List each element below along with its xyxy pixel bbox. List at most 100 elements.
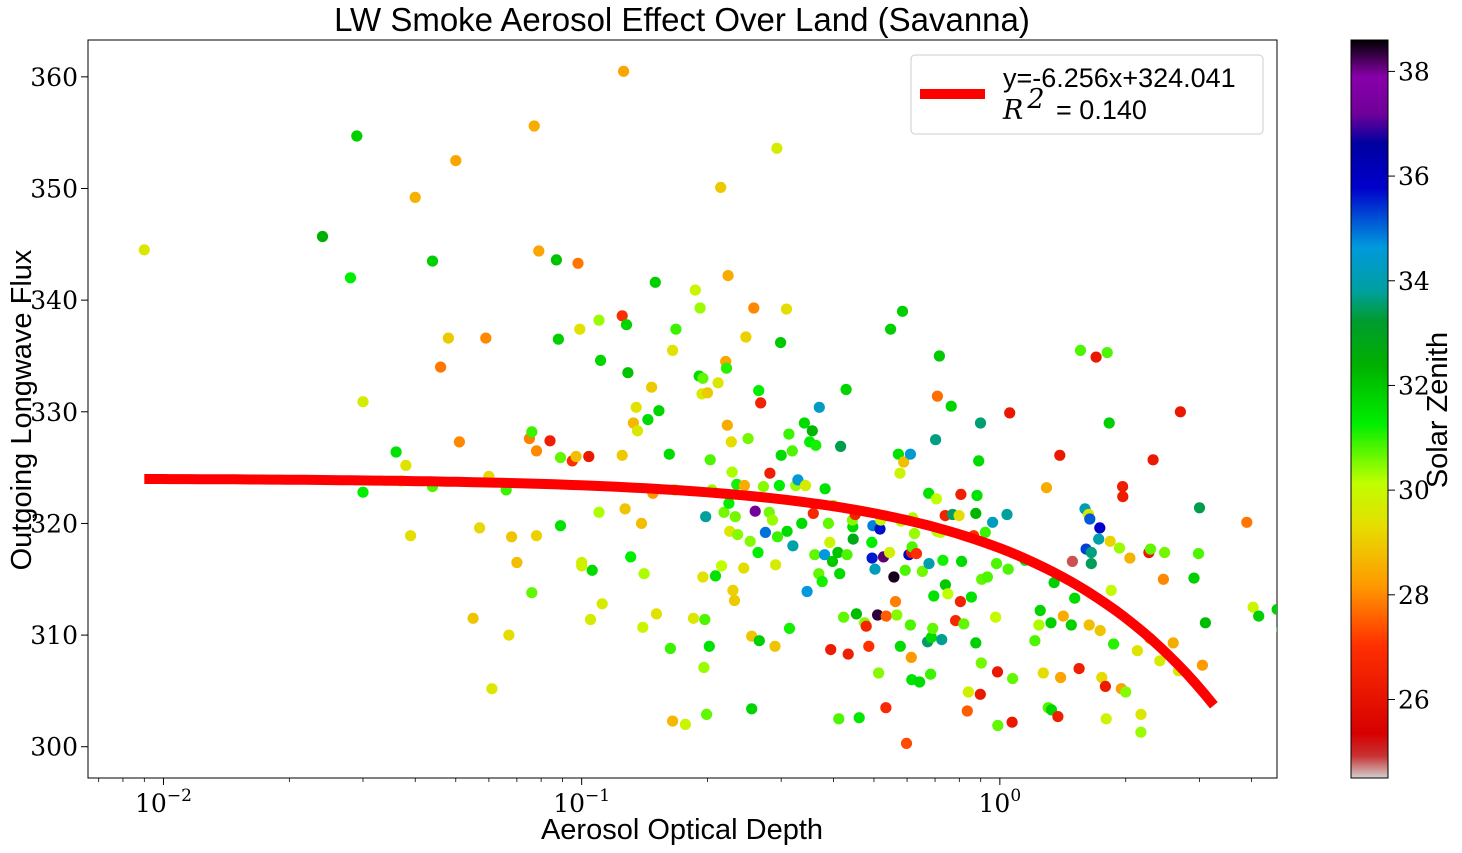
data-point xyxy=(649,276,661,288)
colorbar-tick-label: 30 xyxy=(1398,476,1430,505)
data-point xyxy=(775,449,787,461)
y-tick-label: 360 xyxy=(30,63,78,92)
data-point xyxy=(928,590,940,602)
data-point xyxy=(866,552,878,564)
data-point xyxy=(584,613,597,626)
data-point xyxy=(759,526,772,539)
x-tick-label: 100 xyxy=(979,786,1022,818)
data-point xyxy=(894,640,906,652)
data-point xyxy=(1120,686,1132,698)
data-point xyxy=(799,479,812,492)
data-point xyxy=(616,310,628,322)
data-point xyxy=(904,619,917,631)
data-point xyxy=(764,467,776,479)
data-point xyxy=(653,405,665,417)
data-point xyxy=(1247,601,1259,613)
data-point xyxy=(630,401,642,413)
data-point xyxy=(715,181,727,193)
data-point xyxy=(1157,573,1169,585)
data-point xyxy=(638,568,650,580)
legend-r-superscript: 2 xyxy=(1026,84,1044,115)
data-point xyxy=(832,546,844,559)
data-point xyxy=(650,608,663,620)
data-point xyxy=(726,466,738,478)
colorbar-tick-label: 26 xyxy=(1398,685,1430,714)
data-point xyxy=(953,509,965,522)
data-point xyxy=(351,130,363,142)
data-point xyxy=(813,401,825,413)
data-point xyxy=(718,506,730,518)
data-point xyxy=(945,400,957,412)
data-point xyxy=(622,367,634,379)
data-point xyxy=(586,564,598,576)
data-point xyxy=(1093,533,1105,545)
data-point xyxy=(1147,454,1159,466)
data-point xyxy=(1159,546,1171,559)
data-point xyxy=(786,445,798,457)
data-point xyxy=(891,609,903,621)
y-tick-label: 300 xyxy=(30,733,78,762)
data-point xyxy=(991,666,1004,678)
data-point xyxy=(1199,617,1211,629)
data-point xyxy=(866,536,878,549)
data-point xyxy=(869,563,881,575)
data-point xyxy=(930,434,942,446)
data-point xyxy=(905,651,917,664)
y-tick-label: 350 xyxy=(30,174,78,203)
data-point xyxy=(1271,603,1277,615)
data-point xyxy=(752,546,764,559)
data-point xyxy=(873,667,885,679)
data-point xyxy=(1105,584,1117,597)
chart-title: LW Smoke Aerosol Effect Over Land (Savan… xyxy=(334,1,1030,38)
data-point xyxy=(833,713,845,725)
data-point xyxy=(936,634,948,646)
data-point xyxy=(435,361,447,373)
data-point xyxy=(1040,482,1053,494)
data-point xyxy=(729,511,741,523)
data-point xyxy=(965,591,978,603)
data-point xyxy=(742,433,754,445)
data-point xyxy=(973,455,985,467)
colorbar: 26 28 30 32 34 36 38 Solar Zenith xyxy=(1350,39,1454,779)
data-point xyxy=(595,354,607,366)
data-point xyxy=(1029,635,1041,647)
colorbar-tick-label: 34 xyxy=(1398,267,1430,296)
data-point xyxy=(860,620,872,632)
data-point xyxy=(1074,344,1087,356)
data-point xyxy=(1037,667,1049,679)
data-point xyxy=(344,272,357,284)
data-point xyxy=(511,556,523,569)
data-point xyxy=(732,529,744,541)
data-point xyxy=(1084,513,1096,525)
data-point xyxy=(625,551,637,563)
data-point xyxy=(958,618,970,630)
data-point xyxy=(530,530,543,542)
y-tick-label: 340 xyxy=(30,286,78,315)
data-point xyxy=(572,257,584,269)
data-point xyxy=(738,562,750,574)
data-point xyxy=(896,305,909,317)
data-point xyxy=(908,527,921,540)
data-point xyxy=(942,588,954,600)
data-point xyxy=(530,445,543,457)
colorbar-label: Solar Zenith xyxy=(1422,332,1454,488)
data-point xyxy=(1094,625,1106,637)
data-point xyxy=(679,718,692,731)
data-point xyxy=(442,332,454,344)
y-axis-label: Outgoing Longwave Flux xyxy=(6,249,38,570)
data-point xyxy=(467,612,479,624)
data-point xyxy=(923,487,935,499)
data-point xyxy=(526,587,538,599)
data-point xyxy=(426,255,439,267)
data-point xyxy=(721,419,733,431)
data-point xyxy=(872,609,884,621)
data-point xyxy=(927,622,939,635)
data-point xyxy=(1135,708,1147,721)
data-point xyxy=(787,540,799,552)
data-point xyxy=(889,596,902,608)
data-point xyxy=(807,507,819,519)
data-point xyxy=(1065,619,1077,631)
data-point xyxy=(583,450,595,463)
data-point xyxy=(834,568,846,580)
